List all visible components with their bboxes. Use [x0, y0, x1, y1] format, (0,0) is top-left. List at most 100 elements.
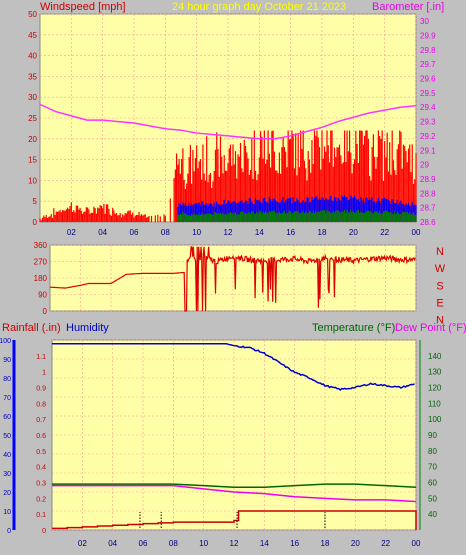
rain-tick-label: 0.3: [36, 481, 46, 488]
humidity-axis-label: Humidity: [66, 322, 109, 334]
rain-tick-label: 0.2: [36, 496, 46, 503]
compass-label: E: [436, 297, 443, 309]
rain-axis-label: Rainfall (.in): [2, 322, 61, 334]
baro-tick-label: 29.5: [420, 89, 436, 98]
wind-tick-label: 40: [28, 52, 37, 61]
wind-tick-label: 20: [28, 135, 37, 144]
wind-x-tick-label: 08: [161, 228, 170, 237]
climate-x-tick-label: 22: [381, 539, 390, 548]
baro-axis-label: Barometer [.in]: [372, 1, 444, 13]
climate-x-tick-label: 00: [412, 539, 421, 548]
baro-tick-label: 29.9: [420, 32, 436, 41]
humidity-line: [52, 343, 415, 392]
wind-x-tick-label: 18: [318, 228, 327, 237]
wind-tick-label: 25: [28, 114, 37, 123]
climate-x-tick-label: 14: [260, 539, 269, 548]
rain-tick-label: 0.6: [36, 433, 46, 440]
direction-tick-label: 90: [38, 291, 47, 300]
climate-x-tick-label: 02: [78, 539, 87, 548]
rain-tick-label: 1: [42, 370, 46, 377]
wind-axis-label: Windspeed [mph]: [40, 1, 126, 13]
baro-tick-label: 30: [420, 17, 429, 26]
temp-tick-label: 50: [428, 494, 437, 503]
rain-tick-label: 0.5: [36, 449, 46, 456]
rainfall-line: [52, 510, 417, 530]
baro-tick-label: 29.2: [420, 132, 436, 141]
baro-tick-label: 29.6: [420, 75, 436, 84]
rain-tick-label: 0.7: [36, 417, 46, 424]
wind-x-tick-label: 02: [67, 228, 76, 237]
climate-grid: [52, 339, 417, 531]
humidity-tick-label: 0: [7, 528, 11, 535]
baro-tick-label: 29.8: [420, 46, 436, 55]
temp-tick-label: 70: [428, 463, 437, 472]
rain-tick-label: 1.1: [36, 354, 46, 361]
direction-axes: 0 90 180 270 360: [34, 241, 48, 316]
baro-tick-label: 29.7: [420, 60, 436, 69]
temp-tick-label: 140: [428, 352, 442, 361]
wind-tick-label: 5: [33, 197, 38, 206]
climate-lines: [52, 343, 417, 530]
temp-tick-label: 40: [428, 510, 437, 519]
climate-x-tick-label: 10: [199, 539, 208, 548]
humidity-tick-label: 80: [3, 376, 11, 383]
wind-x-tick-label: 06: [130, 228, 139, 237]
wind-bars: [39, 130, 417, 222]
humidity-tick-label: 40: [3, 452, 11, 459]
baro-tick-label: 28.6: [420, 218, 436, 227]
rain-tick-label: 0.4: [36, 465, 46, 472]
compass-label: S: [436, 280, 443, 292]
baro-tick-label: 28.8: [420, 189, 436, 198]
temp-tick-label: 60: [428, 479, 437, 488]
humidity-tick-label: 90: [3, 357, 11, 364]
wind-axes: 0 5 10 15 20 25 30 35 40 45 50 28.6 28.7 28.8 28.9 29 29…: [28, 10, 436, 237]
rain-tick-label: 0.8: [36, 401, 46, 408]
direction-tick-label: 360: [34, 241, 48, 250]
temp-tick-label: 130: [428, 368, 442, 377]
wind-tick-label: 50: [28, 10, 37, 19]
compass-label: N: [436, 315, 444, 327]
dew-axis-label: Dew Point (°F): [395, 322, 466, 334]
wind-lines: [39, 103, 417, 140]
wind-tick-label: 0: [33, 218, 38, 227]
temp-tick-label: 100: [428, 415, 442, 424]
wind-tick-label: 35: [28, 72, 37, 81]
rain-tick-label: 0.9: [36, 386, 46, 393]
dew-point-line: [52, 484, 417, 503]
wind-x-tick-label: 04: [98, 228, 107, 237]
temp-axis-label: Temperature (°F): [312, 322, 395, 334]
humidity-tick-label: 70: [3, 395, 11, 402]
wind-tick-label: 10: [28, 176, 37, 185]
direction-tick-label: 0: [43, 307, 48, 316]
temperature-line: [52, 483, 417, 488]
climate-axes: 010203040506070809010000.10.20.30.40.50.…: [0, 338, 442, 548]
chart-title: 24 hour graph day October 21 2023: [172, 1, 346, 13]
climate-x-tick-label: 06: [139, 539, 148, 548]
wind-tick-label: 45: [28, 31, 37, 40]
wind-x-tick-label: 16: [286, 228, 295, 237]
climate-x-tick-label: 16: [290, 539, 299, 548]
wind-tick-label: 15: [28, 156, 37, 165]
wind-x-tick-label: 14: [255, 228, 264, 237]
humidity-tick-label: 50: [3, 433, 11, 440]
baro-tick-label: 28.9: [420, 175, 436, 184]
baro-tick-label: 29.4: [420, 103, 436, 112]
climate-x-tick-label: 18: [321, 539, 330, 548]
rain-tick-label: 0.1: [36, 512, 46, 519]
temp-tick-label: 80: [428, 447, 437, 456]
temp-tick-label: 120: [428, 384, 442, 393]
humidity-tick-label: 60: [3, 414, 11, 421]
temp-tick-label: 90: [428, 431, 437, 440]
baro-tick-label: 29: [420, 161, 429, 170]
direction-tick-label: 180: [34, 274, 48, 283]
direction-tick-label: 270: [34, 258, 48, 267]
compass-label: N: [436, 246, 444, 258]
humidity-tick-label: 20: [3, 490, 11, 497]
compass-label: W: [435, 263, 446, 275]
wind-tick-label: 30: [28, 93, 37, 102]
wind-x-tick-label: 10: [192, 228, 201, 237]
temp-tick-label: 110: [428, 399, 441, 408]
wind-x-tick-label: 00: [412, 228, 421, 237]
rain-tick-label: 0: [42, 528, 46, 535]
climate-x-tick-label: 04: [108, 539, 117, 548]
